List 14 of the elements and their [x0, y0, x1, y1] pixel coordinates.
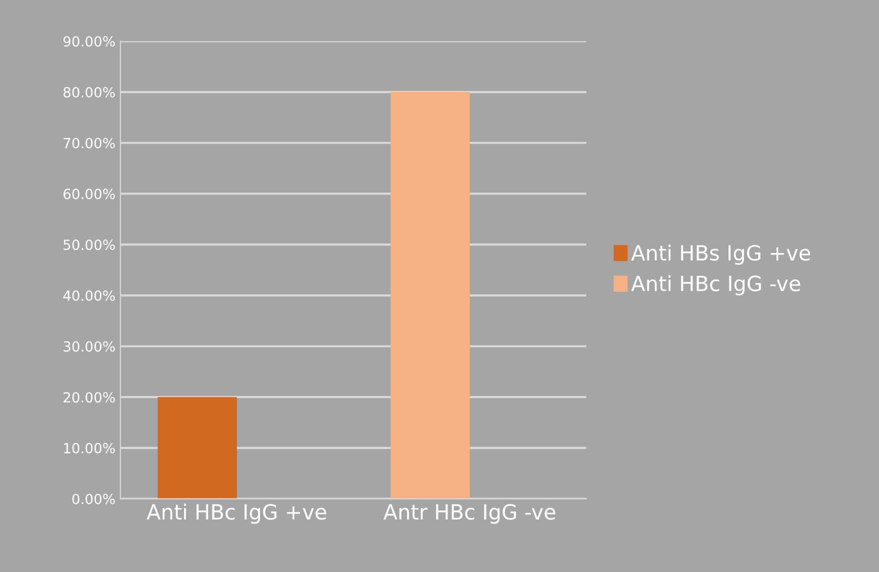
y-tick-label: 40.00% — [63, 290, 115, 301]
x-tick-label: Antr HBc IgG -ve — [383, 504, 556, 524]
y-tick-label: 50.00% — [64, 240, 115, 250]
legend-label: Anti HBc IgG -ve — [631, 275, 800, 296]
y-tick-label: 70.00% — [64, 138, 115, 148]
y-tick-label: 0.00% — [72, 494, 115, 504]
y-tick-label: 60.00% — [64, 188, 115, 200]
y-tick-label: 20.00% — [64, 392, 115, 403]
y-tick-label: 30.00% — [64, 341, 115, 352]
y-tick-label: 10.00% — [64, 442, 115, 454]
x-tick-label: Anti HBc IgG +ve — [146, 504, 326, 524]
legend-label: Anti HBs IgG +ve — [631, 244, 810, 265]
y-tick-label: 90.00% — [63, 36, 115, 47]
y-tick-label: 80.00% — [64, 86, 115, 98]
